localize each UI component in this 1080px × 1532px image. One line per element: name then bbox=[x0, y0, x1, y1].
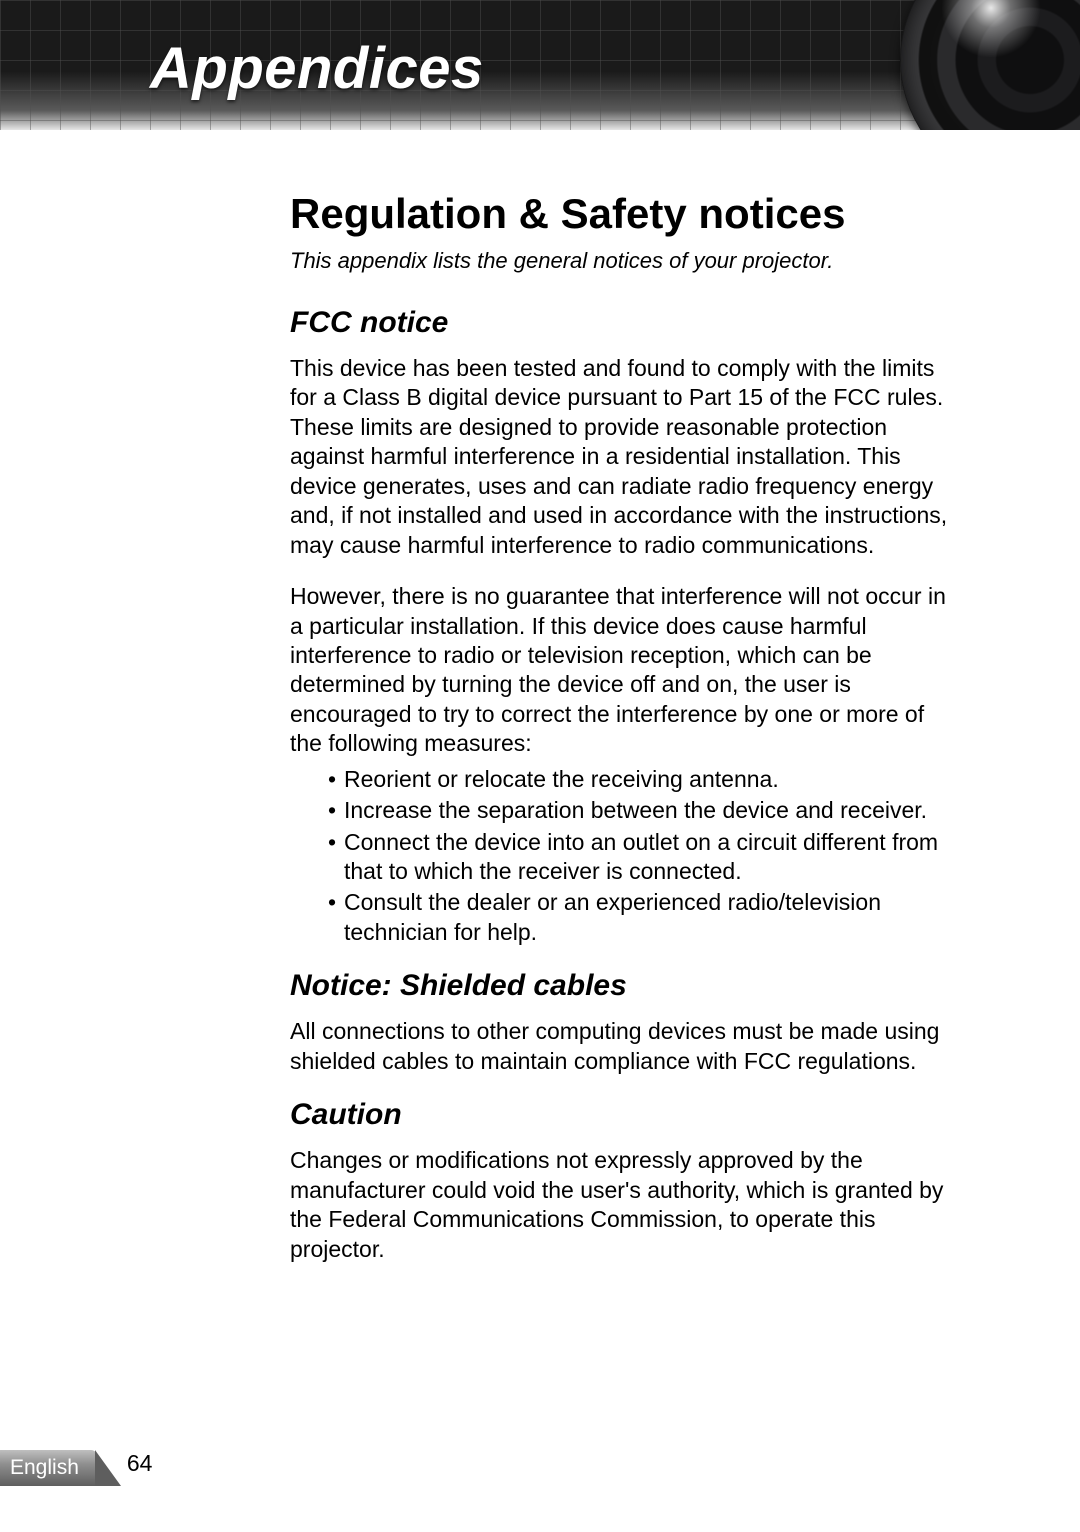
list-item: Increase the separation between the devi… bbox=[328, 796, 950, 825]
main-heading: Regulation & Safety notices bbox=[290, 190, 950, 238]
list-item: Consult the dealer or an experienced rad… bbox=[328, 888, 950, 947]
section-heading-fcc: FCC notice bbox=[290, 306, 950, 340]
bullet-text: Consult the dealer or an experienced rad… bbox=[344, 889, 881, 944]
camera-lens-icon bbox=[900, 0, 1080, 130]
fcc-paragraph-2: However, there is no guarantee that inte… bbox=[290, 582, 950, 759]
header-title: Appendices bbox=[150, 35, 484, 102]
footer-wedge-decoration bbox=[95, 1450, 121, 1486]
list-item: Connect the device into an outlet on a c… bbox=[328, 828, 950, 887]
list-item: Reorient or relocate the receiving anten… bbox=[328, 765, 950, 794]
shielded-paragraph: All connections to other computing devic… bbox=[290, 1017, 950, 1076]
intro-text: This appendix lists the general notices … bbox=[290, 248, 950, 274]
caution-paragraph: Changes or modifications not expressly a… bbox=[290, 1146, 950, 1264]
fcc-paragraph-1: This device has been tested and found to… bbox=[290, 354, 950, 560]
fcc-bullet-list: Reorient or relocate the receiving anten… bbox=[290, 765, 950, 948]
document-page: Appendices Regulation & Safety notices T… bbox=[0, 0, 1080, 1532]
footer-page-number: 64 bbox=[127, 1450, 153, 1477]
bullet-text: Increase the separation between the devi… bbox=[344, 797, 927, 823]
page-footer: English 64 bbox=[0, 1450, 152, 1486]
footer-language-badge: English bbox=[0, 1450, 97, 1486]
section-heading-shielded: Notice: Shielded cables bbox=[290, 969, 950, 1003]
header-band: Appendices bbox=[0, 0, 1080, 130]
content-area: Regulation & Safety notices This appendi… bbox=[290, 190, 950, 1286]
section-heading-caution: Caution bbox=[290, 1098, 950, 1132]
bullet-text: Reorient or relocate the receiving anten… bbox=[344, 766, 779, 792]
bullet-text: Connect the device into an outlet on a c… bbox=[344, 829, 938, 884]
